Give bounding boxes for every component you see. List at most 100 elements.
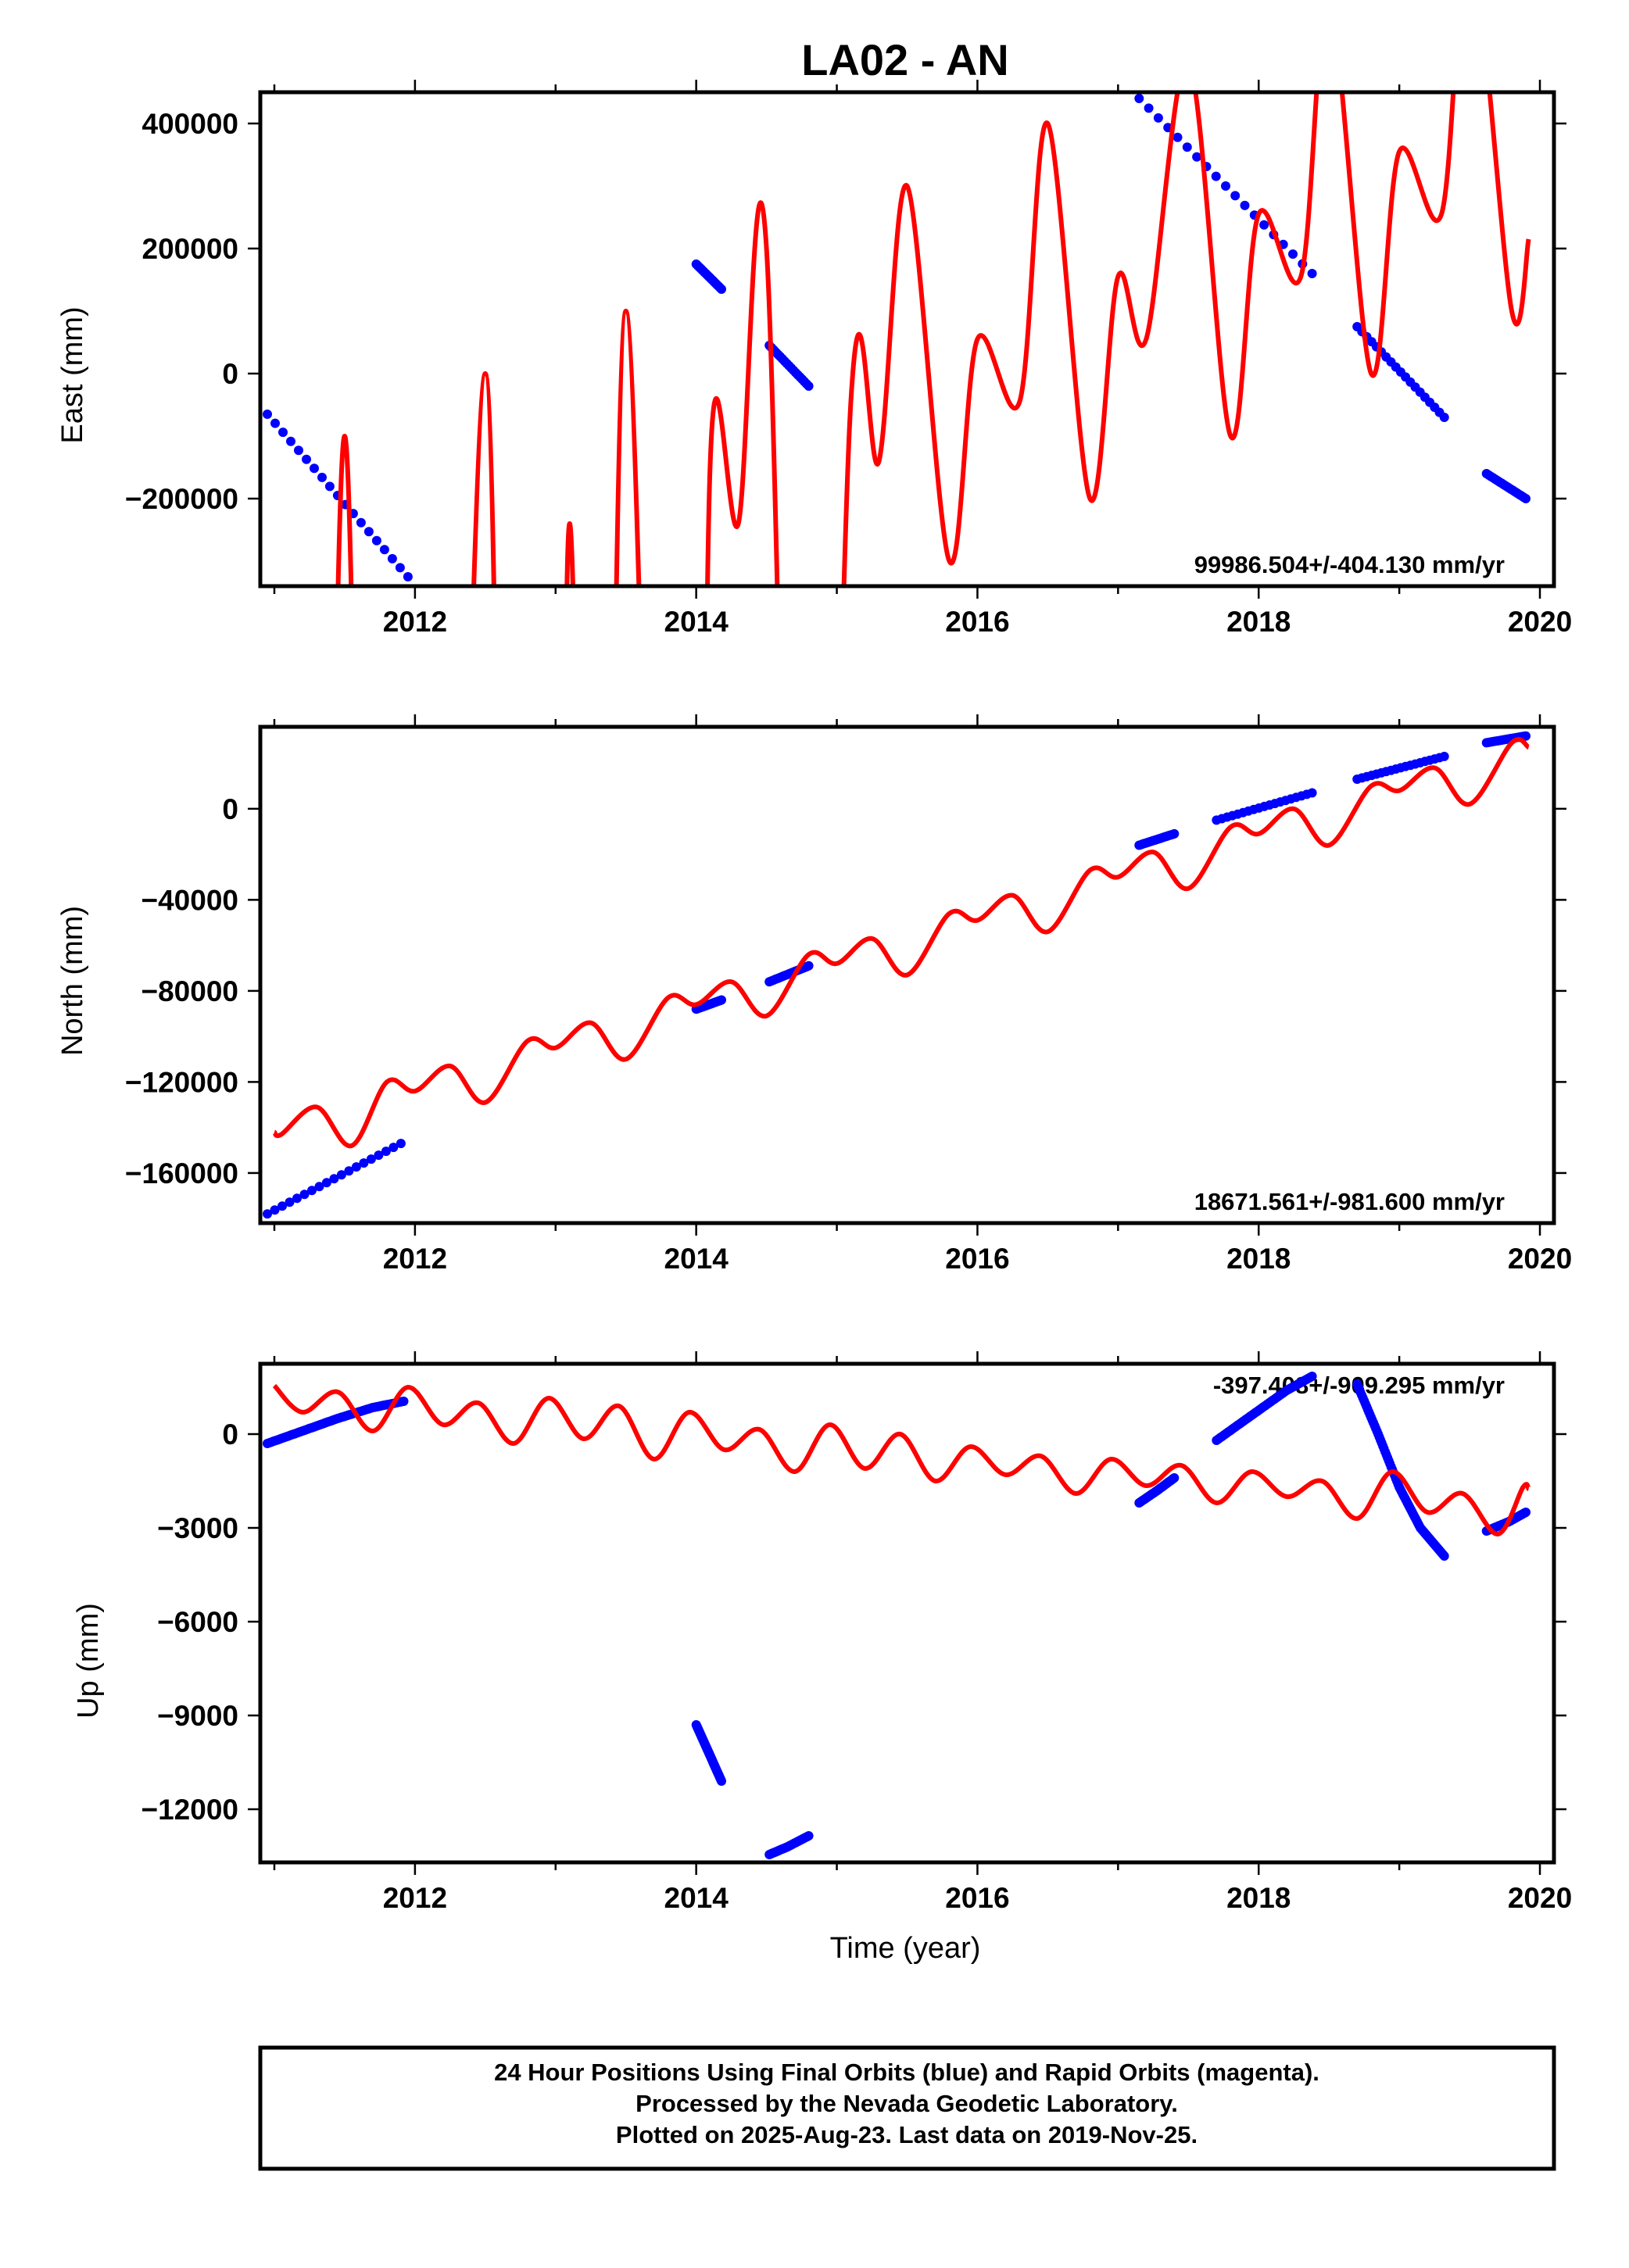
north-panel-frame: [258, 724, 1556, 1225]
east-final-point: [1288, 249, 1298, 259]
north-final-point: [329, 1174, 339, 1184]
north-final-point: [344, 1166, 354, 1176]
north-ytick-label: 0: [222, 793, 238, 825]
east-final-point: [324, 481, 335, 492]
east-final-point: [1307, 269, 1317, 278]
up-xtick-label: 2018: [1226, 1882, 1291, 1914]
north-final-point: [366, 1154, 376, 1164]
east-final-point: [371, 535, 381, 546]
east-final-point: [286, 436, 295, 446]
north-final-point: [277, 1201, 287, 1211]
north-final-point: [396, 1139, 406, 1149]
caption-line-1: 24 Hour Positions Using Final Orbits (bl…: [494, 2059, 1319, 2086]
up-final-point: [1521, 1508, 1531, 1517]
east-ytick-label: 0: [222, 358, 238, 390]
east-final-point: [379, 545, 389, 555]
east-ylabel: East (mm): [56, 306, 89, 443]
north-ylabel: North (mm): [56, 906, 89, 1056]
north-final-point: [299, 1189, 310, 1200]
north-panel: North (mm) 18671.561+/-981.600 mm/yr 201…: [56, 714, 1572, 1275]
up-final-point: [1169, 1473, 1180, 1483]
east-final-point: [1144, 103, 1154, 113]
north-final-segment: [1352, 751, 1449, 784]
north-final-segment: [1134, 828, 1180, 850]
east-final-point: [263, 410, 272, 419]
east-final-point: [1134, 94, 1144, 103]
up-final-segment: [1134, 1473, 1180, 1508]
north-ytick-label: −120000: [125, 1066, 238, 1098]
time-xlabel: Time (year): [830, 1932, 981, 1965]
up-ytick-label: −3000: [157, 1512, 238, 1544]
north-final-segment: [764, 961, 814, 987]
north-final-point: [804, 961, 814, 971]
up-final-segment: [691, 1720, 726, 1786]
east-xtick-label: 2014: [664, 606, 729, 638]
east-xtick-label: 2018: [1226, 606, 1291, 638]
north-final-point: [1521, 731, 1531, 741]
north-final-segment: [1481, 731, 1531, 748]
east-ytick-label: −200000: [125, 483, 238, 515]
east-final-point: [363, 527, 374, 537]
east-final-point: [387, 553, 397, 563]
up-xtick-label: 2016: [945, 1882, 1009, 1914]
east-panel-frame: [258, 90, 1556, 588]
east-ytick-label: 400000: [142, 108, 238, 140]
north-rapid-series-line: [272, 737, 1531, 1149]
east-final-point: [1221, 181, 1230, 191]
up-rapid-series-line: [272, 1383, 1531, 1536]
north-final-point: [381, 1147, 391, 1157]
north-final-segment: [691, 995, 726, 1014]
up-final-point: [399, 1397, 409, 1406]
north-final-point: [321, 1178, 331, 1188]
east-final-segment: [1481, 469, 1531, 503]
north-final-point: [263, 1209, 272, 1219]
up-ytick-label: −9000: [157, 1700, 238, 1732]
north-final-point: [388, 1143, 399, 1153]
east-final-point: [356, 517, 366, 528]
north-final-point: [359, 1158, 369, 1168]
up-final-point: [1307, 1372, 1317, 1381]
north-final-point: [1439, 751, 1449, 761]
north-rate-label: 18671.561+/-981.600 mm/yr: [1194, 1188, 1505, 1215]
up-ytick-label: −6000: [157, 1606, 238, 1638]
up-plot-area: [263, 1372, 1531, 1859]
east-final-point: [1153, 113, 1163, 123]
east-final-point: [403, 572, 413, 581]
up-ylabel: Up (mm): [72, 1603, 105, 1719]
north-final-point: [292, 1193, 302, 1204]
north-final-point: [336, 1170, 346, 1180]
north-ytick-label: −40000: [141, 884, 239, 916]
north-final-point: [270, 1205, 280, 1215]
east-final-point: [302, 454, 311, 464]
north-ytick-label: −80000: [141, 975, 239, 1007]
up-final-segment: [263, 1397, 409, 1448]
north-final-point: [1169, 828, 1180, 839]
figure-title: LA02 - AN: [801, 35, 1009, 84]
north-final-point: [314, 1182, 324, 1192]
east-final-point: [317, 472, 327, 482]
caption-line-3: Plotted on 2025-Aug-23. Last data on 201…: [616, 2121, 1198, 2148]
east-final-point: [717, 284, 726, 294]
up-final-point: [804, 1831, 814, 1841]
north-final-point: [285, 1197, 295, 1207]
up-panel: Up (mm) -397.408+/-909.295 mm/yr Time (y…: [72, 1351, 1572, 1965]
caption-frame: [258, 2045, 1556, 2171]
east-final-point: [1192, 152, 1202, 162]
north-final-segment: [263, 1139, 406, 1219]
east-final-segment: [263, 410, 413, 581]
east-final-point: [1173, 132, 1183, 142]
east-rapid-series-line: [335, 92, 1531, 586]
north-xtick-label: 2012: [383, 1243, 447, 1275]
up-panel-frame: [258, 1361, 1556, 1865]
north-final-point: [351, 1162, 361, 1172]
up-xtick-label: 2012: [383, 1882, 447, 1914]
east-final-point: [1259, 220, 1269, 230]
east-final-point: [1211, 171, 1221, 181]
east-panel: East (mm) 99986.504+/-404.130 mm/yr 2012…: [56, 80, 1572, 638]
north-final-point: [1307, 788, 1317, 798]
east-final-point: [278, 427, 288, 438]
up-final-point: [717, 1776, 726, 1786]
east-final-point: [1230, 191, 1241, 201]
east-xtick-label: 2020: [1508, 606, 1572, 638]
east-final-point: [1439, 413, 1449, 422]
